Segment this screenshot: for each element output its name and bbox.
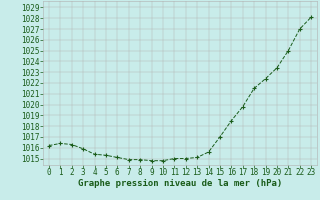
- X-axis label: Graphe pression niveau de la mer (hPa): Graphe pression niveau de la mer (hPa): [78, 179, 282, 188]
